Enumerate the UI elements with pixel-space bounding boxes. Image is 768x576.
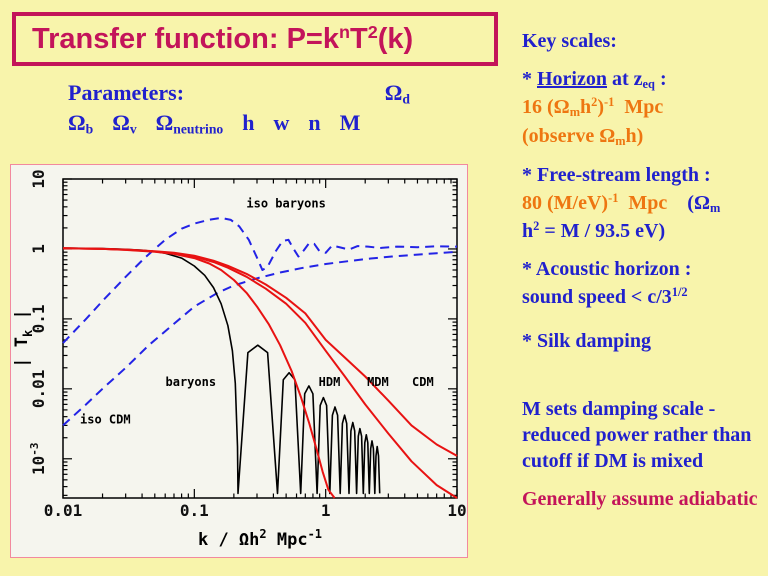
- svg-text:k / Ωh2 Mpc-1: k / Ωh2 Mpc-1: [198, 527, 322, 550]
- svg-text:MDM: MDM: [367, 375, 389, 389]
- acoustic-horizon-heading: * Acoustic horizon :: [522, 258, 692, 280]
- svg-text:1: 1: [321, 501, 331, 520]
- svg-text:10: 10: [29, 169, 48, 188]
- horizon-scale-heading: * Horizon at zeq :: [522, 68, 667, 92]
- svg-text:| Tk |: | Tk |: [12, 309, 35, 367]
- adiabatic-note: Generally assume adiabatic: [522, 488, 758, 510]
- svg-text:10: 10: [447, 501, 466, 520]
- svg-text:0.1: 0.1: [29, 304, 48, 333]
- parameters-section: Parameters: Ωd Ωb Ωv Ωneutrino h w n M: [68, 80, 410, 136]
- svg-text:0.1: 0.1: [180, 501, 209, 520]
- freestream-value: 80 (M/eV)-1 Mpc (Ωm: [522, 191, 721, 216]
- key-scales-heading: Key scales:: [522, 30, 617, 52]
- svg-text:1: 1: [29, 244, 48, 254]
- svg-text:HDM: HDM: [319, 375, 341, 389]
- acoustic-horizon-value: sound speed < c/31/2: [522, 285, 688, 308]
- page-title: Transfer function: P=knT2(k): [32, 21, 414, 55]
- parameters-symbols: Ωb Ωv Ωneutrino h w n M: [68, 110, 361, 137]
- freestream-heading: * Free-stream length :: [522, 164, 711, 186]
- svg-text:baryons: baryons: [166, 375, 217, 389]
- svg-text:10-3: 10-3: [28, 443, 48, 476]
- svg-text:iso CDM: iso CDM: [80, 412, 131, 426]
- damping-scale-note: M sets damping scale - reduced power rat…: [522, 398, 757, 472]
- svg-text:0.01: 0.01: [44, 501, 83, 520]
- freestream-value-line2: h2 = M / 93.5 eV): [522, 219, 666, 242]
- transfer-function-plot-panel: 0.01 0.1 1 10 10 1 0.1 0.01 10-3 iso baryons baryo…: [10, 164, 468, 558]
- omega-d-symbol: Ωd: [384, 80, 410, 107]
- transfer-function-chart: 0.01 0.1 1 10 10 1 0.1 0.01 10-3 iso baryons baryo…: [12, 169, 467, 550]
- title-box: Transfer function: P=knT2(k): [12, 12, 498, 66]
- parameters-line-1: Parameters: Ωd: [68, 80, 410, 106]
- horizon-scale-value: 16 (Ωmh2)-1 Mpc: [522, 95, 664, 120]
- horizon-scale-observe: (observe Ωmh): [522, 125, 644, 149]
- parameters-label: Parameters:: [68, 80, 185, 105]
- svg-text:CDM: CDM: [412, 375, 434, 389]
- svg-text:iso baryons: iso baryons: [246, 197, 325, 211]
- svg-text:0.01: 0.01: [29, 370, 48, 409]
- silk-damping-item: * Silk damping: [522, 330, 651, 352]
